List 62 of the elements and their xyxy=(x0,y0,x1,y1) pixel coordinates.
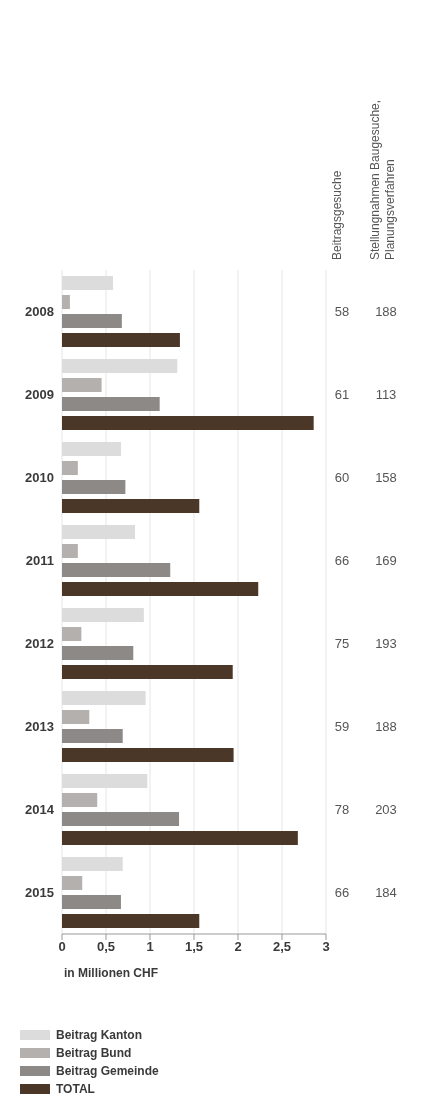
bar xyxy=(62,499,200,513)
text: 188 xyxy=(374,303,398,319)
text: 60 xyxy=(333,469,351,485)
bar xyxy=(62,665,233,679)
legend-label: TOTAL xyxy=(56,1082,95,1096)
text: 61 xyxy=(333,386,351,402)
x-tick-label: 0,5 xyxy=(96,939,116,955)
legend-label: Beitrag Bund xyxy=(56,1046,132,1060)
text: 78 xyxy=(333,801,351,817)
bar xyxy=(62,563,171,577)
bar xyxy=(62,914,200,928)
text: 184 xyxy=(374,884,398,900)
legend-label: Beitrag Gemeinde xyxy=(56,1064,159,1078)
text: 113 xyxy=(374,386,398,402)
text: 169 xyxy=(374,552,398,568)
bar xyxy=(62,295,70,309)
bar xyxy=(62,876,83,890)
bar xyxy=(62,812,180,826)
y-tick-label: 2010 xyxy=(25,470,54,486)
text: 58 xyxy=(333,303,351,319)
x-tick-label: 2,5 xyxy=(272,939,292,955)
bar xyxy=(62,748,234,762)
y-tick-label: 2013 xyxy=(25,719,54,735)
bar xyxy=(62,544,78,558)
bar xyxy=(62,793,98,807)
x-tick-label: 2 xyxy=(234,939,242,955)
text: Stellungnahmen Baugesuche, Planungsverfahren xyxy=(368,98,398,260)
y-tick-label: 2015 xyxy=(25,885,54,901)
bar xyxy=(62,710,90,724)
text: 158 xyxy=(374,469,398,485)
bar xyxy=(62,397,160,411)
text: 66 xyxy=(333,884,351,900)
x-tick-label: 1,5 xyxy=(184,939,204,955)
text: 193 xyxy=(374,635,398,651)
legend-label: Beitrag Kanton xyxy=(56,1028,143,1042)
y-tick-label: 2014 xyxy=(25,802,55,818)
text: 66 xyxy=(333,552,351,568)
text: Beitragsgesuche xyxy=(330,169,345,260)
x-tick-label: 1 xyxy=(146,939,154,955)
y-tick-label: 2009 xyxy=(25,387,54,403)
y-tick-label: 2011 xyxy=(25,553,54,569)
text: 188 xyxy=(374,718,398,734)
x-tick-label: 0 xyxy=(58,939,66,955)
bar xyxy=(62,831,298,845)
y-tick-label: 2008 xyxy=(25,304,54,320)
bar xyxy=(62,582,259,596)
x-tick-label: 3 xyxy=(322,939,330,955)
bar xyxy=(62,378,102,392)
bar xyxy=(62,333,180,347)
text: 75 xyxy=(333,635,351,651)
bar xyxy=(62,461,78,475)
bar xyxy=(62,480,126,494)
bar xyxy=(62,646,134,660)
bar xyxy=(62,627,82,641)
x-axis-title: in Millionen CHF xyxy=(64,966,158,980)
bar xyxy=(62,729,123,743)
bar xyxy=(62,895,121,909)
bar xyxy=(62,314,122,328)
bar xyxy=(62,416,314,430)
text: 203 xyxy=(374,801,398,817)
y-tick-label: 2012 xyxy=(25,636,54,652)
text: 59 xyxy=(333,718,351,734)
